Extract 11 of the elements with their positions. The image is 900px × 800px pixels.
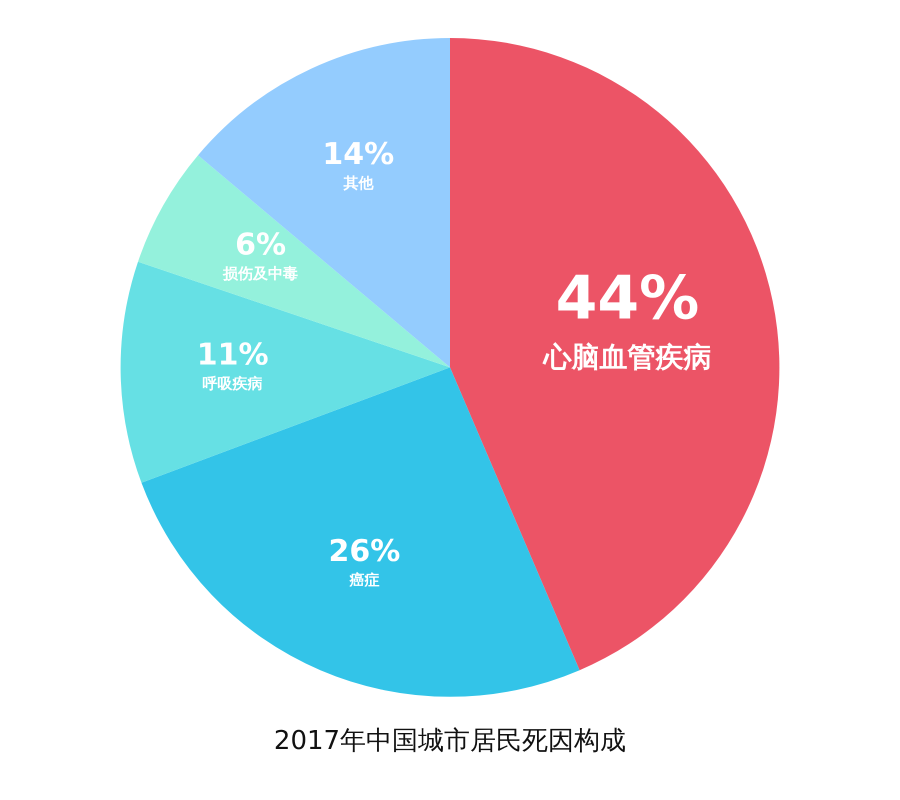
data-label: 44% [556, 264, 700, 334]
data-label: 26% [328, 534, 400, 570]
data-label: 11% [196, 338, 269, 373]
data-label: 14% [322, 137, 394, 172]
slice-label: 呼吸疾病 [202, 374, 263, 393]
data-label: 6% [235, 227, 286, 262]
slice-label: 癌症 [348, 571, 380, 590]
slice-label: 心脑血管疾病 [541, 340, 712, 374]
slice-label: 其他 [342, 174, 374, 192]
slice-label: 损伤及中毒 [222, 264, 298, 283]
text: 2017年中国城市居民死因构成 [274, 726, 626, 756]
